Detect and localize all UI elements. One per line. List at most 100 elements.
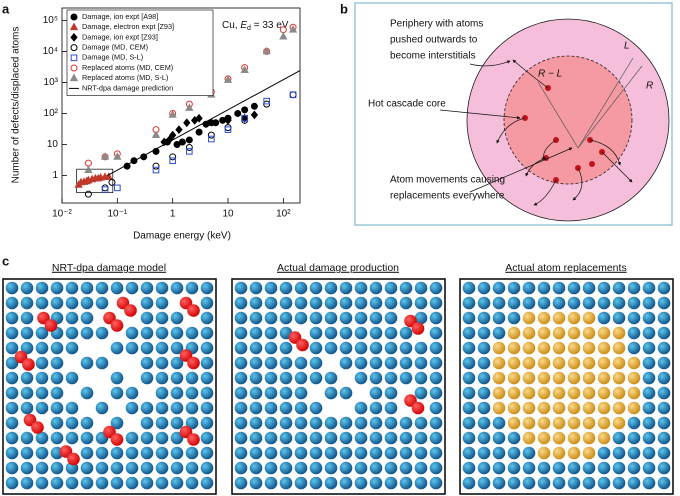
data-point [224, 124, 232, 132]
atom [5, 446, 19, 460]
atom [399, 341, 413, 355]
replaced-atom [612, 386, 626, 400]
x-tick-label: 1 [170, 209, 176, 220]
legend-marker [70, 64, 78, 72]
atom [384, 401, 398, 415]
atom [200, 356, 214, 370]
displaced-atom [187, 356, 200, 370]
atom [200, 281, 214, 295]
data-point [241, 114, 248, 122]
data-point [84, 159, 92, 167]
atom [249, 401, 263, 415]
atom [155, 326, 169, 340]
atom [110, 416, 124, 430]
atom [399, 416, 413, 430]
atom [552, 461, 566, 475]
atom [20, 401, 34, 415]
atom [567, 461, 581, 475]
atom [612, 461, 626, 475]
prediction-line [107, 70, 301, 176]
atom [414, 476, 428, 490]
atom [279, 356, 293, 370]
atom [339, 431, 353, 445]
atom [384, 341, 398, 355]
atom [95, 356, 109, 370]
atom [492, 281, 506, 295]
atom [35, 461, 49, 475]
data-point [223, 75, 233, 83]
atom [339, 476, 353, 490]
atom [582, 461, 596, 475]
atom [462, 356, 476, 370]
atom [155, 401, 169, 415]
atom [612, 446, 626, 460]
replaced-atom [537, 446, 551, 460]
atom [294, 476, 308, 490]
atom [324, 371, 338, 385]
atom [537, 461, 551, 475]
data-point [224, 126, 232, 133]
atom [155, 296, 169, 310]
atom [324, 431, 338, 445]
atom [185, 476, 199, 490]
legend-label: Damage (MD, S-L) [82, 53, 143, 62]
replaced-atom [507, 371, 521, 385]
atom [95, 461, 109, 475]
replaced-atom [552, 326, 566, 340]
atom [324, 296, 338, 310]
replaced-atom [537, 416, 551, 430]
atom [477, 326, 491, 340]
atom [294, 416, 308, 430]
data-point [185, 103, 194, 111]
atom [324, 386, 338, 400]
displaced-atom [411, 401, 425, 415]
data-point [288, 25, 298, 33]
atom [582, 476, 596, 490]
atom [95, 446, 109, 460]
atom [657, 431, 671, 445]
atom [414, 311, 428, 325]
atom [5, 386, 19, 400]
atom [35, 296, 49, 310]
plot-frame [61, 7, 301, 204]
periphery-label: become interstitials [390, 51, 476, 62]
atom [110, 461, 124, 475]
replaced-atom [552, 386, 566, 400]
data-point [279, 31, 288, 40]
atom [309, 371, 323, 385]
atom [65, 311, 79, 325]
atom [65, 341, 79, 355]
displaced-atom [31, 421, 44, 434]
atom [309, 356, 323, 370]
atom [309, 431, 323, 445]
atom [462, 371, 476, 385]
legend-marker [70, 44, 78, 52]
data-point [241, 106, 249, 114]
atom [477, 461, 491, 475]
atom [399, 476, 413, 490]
atom [125, 461, 139, 475]
data-point [169, 157, 176, 164]
data-point [178, 138, 186, 146]
atom [354, 401, 368, 415]
atom [627, 431, 641, 445]
x-tick-label: 10 [222, 209, 234, 220]
replaced-atom [507, 386, 521, 400]
atom [35, 431, 49, 445]
atom [155, 461, 169, 475]
atom [369, 476, 383, 490]
legend-label: Damage, ion expt [A98] [82, 12, 158, 21]
atom [5, 341, 19, 355]
atom [399, 446, 413, 460]
legend: Damage, ion expt [A98]Damage, electron e… [66, 9, 214, 96]
panel-label: a [2, 1, 10, 16]
atom [170, 476, 184, 490]
atom [384, 326, 398, 340]
movement-label: Atom movements causing [390, 175, 505, 186]
atom [155, 416, 169, 430]
atom [170, 281, 184, 295]
atom [339, 281, 353, 295]
atom [522, 296, 536, 310]
atom [477, 476, 491, 490]
data-point [195, 113, 203, 123]
